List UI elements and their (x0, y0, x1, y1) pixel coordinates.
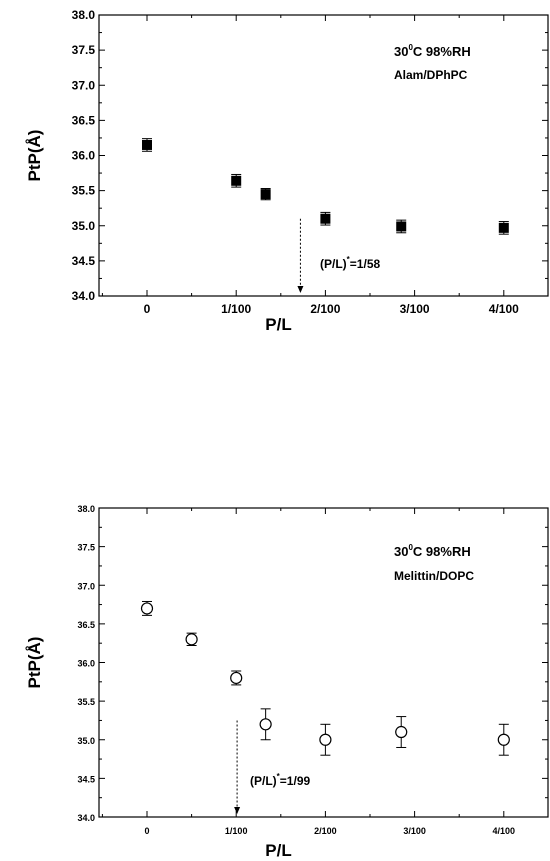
x-tick-label: 1/100 (225, 826, 248, 836)
data-point (497, 733, 510, 746)
y-tick-label: 35.0 (77, 736, 95, 746)
data-point (259, 718, 272, 731)
y-tick-label: 35.5 (72, 184, 96, 198)
y-tick-label: 34.5 (77, 774, 95, 784)
x-tick-label: 3/100 (400, 302, 430, 316)
y-tick-label: 38.0 (72, 8, 96, 22)
x-tick-label: 0 (144, 826, 149, 836)
data-point (230, 671, 243, 685)
critical-arrow-head (297, 286, 304, 293)
data-point (142, 139, 152, 150)
system-label: Alam/DPhPC (394, 68, 468, 82)
y-tick-label: 36.0 (72, 149, 96, 163)
data-point (185, 633, 198, 646)
y-tick-label: 37.0 (72, 78, 96, 92)
condition-superscript: 0 (408, 543, 413, 552)
y-tick-label: 35.5 (77, 697, 95, 707)
condition-number: 30 (394, 44, 408, 59)
critical-arrow-head (234, 807, 241, 814)
chart-panel-1: 34.0 34.5 35.0 35.5 36.0 36.5 37.0 37.5 38.0 0 1/1… (25, 8, 549, 334)
data-point (396, 221, 407, 232)
condition-label: 300C 98%RH (394, 43, 471, 59)
critical-ratio-main: (P/L) (320, 257, 347, 271)
y-tick-label: 37.5 (72, 43, 96, 57)
y-tick-label: 35.0 (72, 219, 96, 233)
condition-rest: C 98%RH (413, 44, 471, 59)
y-tick-label: 34.0 (72, 289, 96, 303)
critical-ratio-label: (P/L)*=1/58 (320, 255, 380, 271)
chart-panel-2: 34.0 34.5 35.0 35.5 36.0 36.5 37.0 37.5 38.0 0 1/1… (25, 504, 549, 860)
data-point (320, 213, 331, 224)
data-point (140, 602, 154, 615)
y-tick-label: 37.5 (77, 543, 95, 553)
critical-ratio-value: =1/58 (350, 257, 381, 271)
data-point (498, 222, 509, 233)
x-tick-label: 1/100 (221, 302, 251, 316)
x-tick-label: 4/100 (493, 826, 516, 836)
data-point (231, 175, 242, 186)
x-tick-label: 2/100 (310, 302, 340, 316)
y-tick-label: 36.0 (77, 659, 95, 669)
y-axis-label: PtP(Å) (25, 637, 44, 689)
y-tick-label: 37.0 (77, 581, 95, 591)
plot-frame (98, 14, 549, 297)
y-tick-label: 36.5 (72, 113, 96, 127)
data-point (319, 733, 332, 746)
critical-ratio-superscript: * (277, 772, 281, 781)
y-axis-label: PtP(Å) (25, 130, 44, 182)
x-tick-label: 3/100 (403, 826, 426, 836)
plot-frame (98, 507, 549, 818)
x-tick-label: 0 (144, 302, 151, 316)
y-tick-label: 34.5 (72, 254, 96, 268)
critical-ratio-superscript: * (347, 255, 351, 264)
condition-label: 300C 98%RH (394, 543, 471, 559)
critical-ratio-value: =1/99 (280, 774, 311, 788)
system-label: Melittin/DOPC (394, 569, 474, 583)
critical-ratio-main: (P/L) (250, 774, 277, 788)
critical-ratio-label: (P/L)*=1/99 (250, 772, 310, 788)
y-tick-label: 36.5 (77, 620, 95, 630)
y-tick-label: 34.0 (77, 813, 95, 823)
x-tick-label: 2/100 (314, 826, 337, 836)
data-point (395, 725, 408, 739)
y-tick-label: 38.0 (77, 504, 95, 514)
condition-superscript: 0 (408, 43, 413, 52)
x-tick-label: 4/100 (489, 302, 519, 316)
data-point (260, 189, 271, 200)
x-axis-label: P/L (265, 841, 291, 860)
condition-number: 30 (394, 544, 408, 559)
x-axis-label: P/L (265, 315, 291, 334)
condition-rest: C 98%RH (413, 544, 471, 559)
